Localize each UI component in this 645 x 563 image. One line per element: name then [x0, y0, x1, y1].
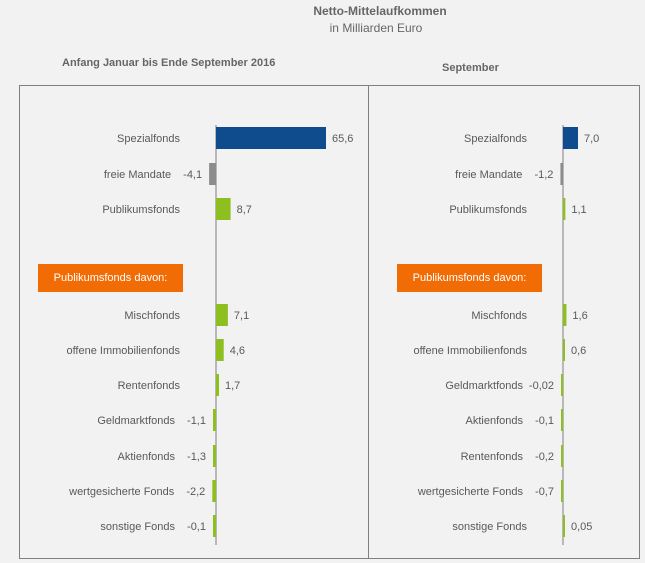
chart-0-value-label-1: -4,1: [183, 169, 202, 181]
chart-1-bar-9: [563, 515, 565, 537]
chart-subtitle: in Milliarden Euro: [329, 21, 423, 35]
chart-1-bar-8: [561, 480, 563, 502]
chart-0-value-label-9: -0,1: [187, 521, 206, 533]
chart-0-bar-1: [209, 163, 216, 185]
right-period-label: September: [442, 62, 499, 74]
chart-1-bar-7: [561, 445, 563, 467]
left-panel: [19, 85, 370, 559]
chart-0-category-label-6: Geldmarktfonds: [97, 415, 175, 427]
chart-0-value-label-3: 7,1: [234, 310, 249, 322]
chart-1-category-label-2: Publikumsfonds: [449, 204, 527, 216]
chart-0-bar-2: [216, 198, 231, 220]
chart-1-category-label-0: Spezialfonds: [464, 133, 527, 145]
chart-0-bar-3: [216, 304, 228, 326]
chart-1-category-label-9: sonstige Fonds: [452, 521, 527, 533]
chart-0-value-label-7: -1,3: [187, 451, 206, 463]
chart-1-value-label-5: -0,02: [529, 380, 554, 392]
chart-0-value-label-5: 1,7: [225, 380, 240, 392]
chart-1-category-label-8: wertgesicherte Fonds: [417, 486, 524, 498]
chart-1-category-label-4: offene Immobilienfonds: [413, 345, 527, 357]
chart-1-value-label-2: 1,1: [571, 204, 586, 216]
chart-1-value-label-0: 7,0: [584, 133, 599, 145]
chart-1-bar-5: [561, 374, 563, 396]
chart-1-value-label-1: -1,2: [534, 169, 553, 181]
chart-1-value-label-7: -0,2: [535, 451, 554, 463]
chart-1-bar-1: [560, 163, 563, 185]
chart-0-value-label-4: 4,6: [230, 345, 245, 357]
chart-1-bar-2: [563, 198, 566, 220]
chart-0-value-label-0: 65,6: [332, 133, 353, 145]
chart-0-bar-0: [216, 127, 326, 149]
chart-0-category-label-3: Mischfonds: [124, 310, 180, 322]
chart-1-value-label-4: 0,6: [571, 345, 586, 357]
chart-1-category-label-3: Mischfonds: [471, 310, 527, 322]
chart-1-category-label-1: freie Mandate: [455, 169, 522, 181]
chart-0-bar-6: [213, 409, 216, 431]
chart-1-value-label-3: 1,6: [572, 310, 587, 322]
left-period-label: Anfang Januar bis Ende September 2016: [62, 57, 276, 69]
chart-1-bar-3: [563, 304, 567, 326]
chart-0-value-label-2: 8,7: [237, 204, 252, 216]
chart-0-category-label-1: freie Mandate: [104, 169, 171, 181]
chart-0-bar-4: [216, 339, 224, 361]
chart-1-category-label-7: Rentenfonds: [461, 451, 524, 463]
chart-title: Netto-Mittelaufkommen: [313, 4, 447, 18]
chart-1-value-label-8: -0,7: [535, 486, 554, 498]
chart-0-category-label-7: Aktienfonds: [118, 451, 176, 463]
chart-0-bar-7: [213, 445, 216, 467]
chart-1-value-label-6: -0,1: [535, 415, 554, 427]
chart-0-category-label-0: Spezialfonds: [117, 133, 180, 145]
chart-1-category-label-6: Aktienfonds: [466, 415, 524, 427]
right-subgroup-badge: Publikumsfonds davon:: [397, 264, 542, 292]
chart-0-category-label-9: sonstige Fonds: [100, 521, 175, 533]
chart-0-category-label-8: wertgesicherte Fonds: [68, 486, 175, 498]
chart-1-bar-0: [563, 127, 578, 149]
chart-0-bar-5: [216, 374, 219, 396]
chart-0-category-label-5: Rentenfonds: [118, 380, 181, 392]
chart-1-value-label-9: 0,05: [571, 521, 592, 533]
chart-0-value-label-6: -1,1: [187, 415, 206, 427]
chart-1-bar-6: [561, 409, 563, 431]
chart-0-bar-9: [213, 515, 216, 537]
chart-1-category-label-5: Geldmarktfonds: [445, 380, 523, 392]
chart-1-bar-4: [563, 339, 565, 361]
right-panel: [368, 85, 640, 559]
chart-0-bar-8: [212, 480, 216, 502]
chart-0-value-label-8: -2,2: [186, 486, 205, 498]
chart-0-category-label-4: offene Immobilienfonds: [66, 345, 180, 357]
chart-0-category-label-2: Publikumsfonds: [102, 204, 180, 216]
left-subgroup-badge: Publikumsfonds davon:: [38, 264, 183, 292]
